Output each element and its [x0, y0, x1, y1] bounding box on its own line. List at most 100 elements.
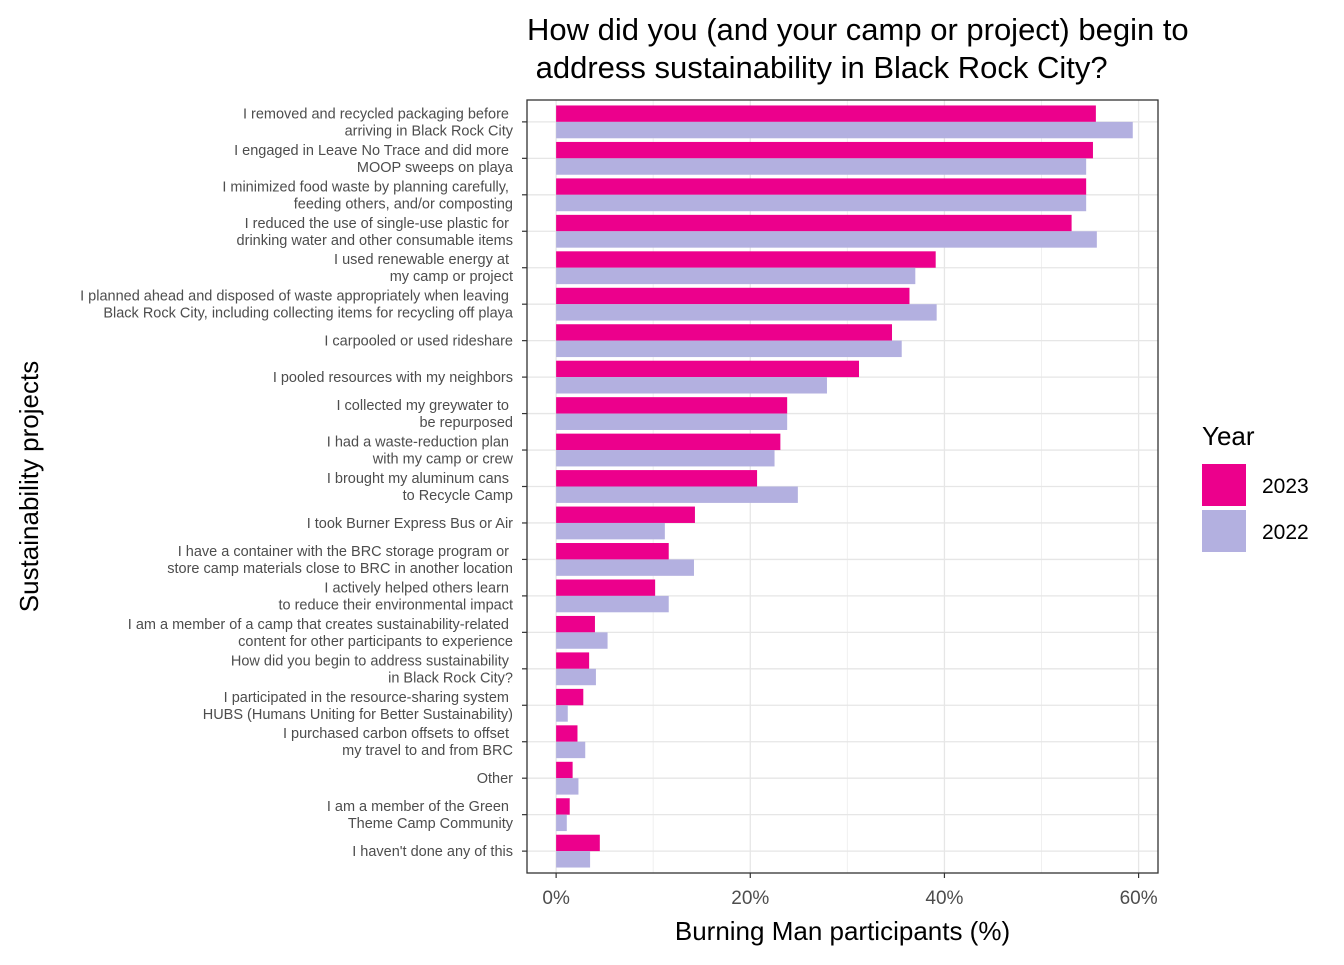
chart-title-line: address sustainability in Black Rock Cit…	[527, 50, 1108, 85]
y-tick-label-line: MOOP sweeps on playa	[357, 160, 514, 176]
y-tick-label: I actively helped others learn to reduce…	[278, 580, 513, 613]
bar-2022	[556, 741, 586, 759]
y-tick-label-line: Black Rock City, including collecting it…	[103, 306, 514, 322]
x-axis-title: Burning Man participants (%)	[675, 916, 1010, 946]
bar-2023	[556, 688, 584, 706]
y-tick-label-line: my camp or project	[390, 269, 513, 285]
y-tick-label-line: feeding others, and/or composting	[294, 196, 513, 212]
bar-2023	[556, 360, 860, 378]
y-axis-title: Sustainability projects	[14, 361, 44, 612]
y-tick-label: I removed and recycled packaging before …	[243, 106, 514, 139]
y-tick-label-line: I participated in the resource-sharing s…	[224, 690, 513, 706]
y-tick-label-line: I carpooled or used rideshare	[324, 334, 513, 350]
y-tick-label: I brought my aluminum cans to Recycle Ca…	[327, 471, 513, 504]
y-tick-label-line: I reduced the use of single-use plastic …	[245, 216, 513, 232]
bar-2023	[556, 397, 788, 414]
bar-2023	[556, 798, 570, 815]
y-tick-label: I have a container with the BRC storage …	[167, 544, 513, 577]
bar-2023	[556, 214, 1072, 232]
bar-2022	[556, 595, 669, 613]
y-tick-label-line: I took Burner Express Bus or Air	[307, 516, 513, 532]
bar-2023	[556, 506, 695, 523]
y-tick-label-line: be repurposed	[419, 415, 513, 431]
y-tick-label-line: arriving in Black Rock City	[345, 123, 514, 139]
y-tick-label-line: store camp materials close to BRC in ano…	[167, 561, 513, 577]
y-tick-label-line: I planned ahead and disposed of waste ap…	[80, 289, 513, 305]
x-tick-label: 40%	[925, 888, 963, 909]
y-tick-label-line: I used renewable energy at	[334, 252, 513, 268]
y-tick-label-line: I actively helped others learn	[324, 580, 513, 596]
bar-2023	[556, 543, 669, 560]
y-tick-label: I minimized food waste by planning caref…	[222, 179, 513, 212]
y-tick-label: I used renewable energy at my camp or pr…	[334, 252, 513, 285]
bar-2023	[556, 433, 781, 451]
bar-2022	[556, 522, 665, 540]
x-tick-label: 0%	[542, 888, 570, 909]
bar-2022	[556, 632, 608, 649]
bar-2022	[556, 559, 694, 576]
bar-2022	[556, 450, 775, 467]
bar-2023	[556, 251, 936, 268]
y-tick-label: How did you begin to address sustainabil…	[231, 653, 513, 686]
y-tick-label: I planned ahead and disposed of waste ap…	[80, 289, 514, 322]
y-tick-label-line: I purchased carbon offsets to offset	[283, 726, 513, 742]
y-tick-label-line: with my camp or crew	[372, 452, 514, 468]
y-tick-label-line: I collected my greywater to	[337, 398, 514, 414]
bar-2023	[556, 287, 910, 305]
y-tick-label: I took Burner Express Bus or Air	[307, 516, 513, 532]
bar-2023	[556, 141, 1093, 159]
bar-2022	[556, 486, 798, 503]
bar-2022	[556, 705, 568, 722]
y-tick-label: I pooled resources with my neighbors	[273, 370, 513, 386]
bar-2023	[556, 834, 600, 852]
bar-2022	[556, 851, 591, 868]
legend-key-2022	[1202, 510, 1246, 552]
bar-2023	[556, 615, 595, 633]
y-tick-label: I am a member of a camp that creates sus…	[128, 617, 513, 650]
y-tick-label-line: I am a member of a camp that creates sus…	[128, 617, 513, 633]
y-tick-label-line: Other	[477, 771, 513, 787]
y-tick-label-line: I pooled resources with my neighbors	[273, 370, 513, 386]
bar-2022	[556, 413, 788, 430]
bar-2022	[556, 340, 902, 358]
y-tick-label-line: to reduce their environmental impact	[278, 597, 513, 613]
y-tick-label: I purchased carbon offsets to offset my …	[283, 726, 513, 759]
y-tick-label: I am a member of the Green Theme Camp Co…	[327, 799, 514, 832]
bar-2022	[556, 158, 1087, 175]
legend-key-2023	[1202, 464, 1246, 506]
y-tick-label: I carpooled or used rideshare	[324, 334, 513, 350]
chart-title: How did you (and your camp or project) b…	[527, 12, 1189, 85]
y-tick-label-line: my travel to and from BRC	[342, 743, 513, 759]
y-tick-label: I haven't done any of this	[352, 844, 513, 860]
y-tick-label: I engaged in Leave No Trace and did more…	[234, 143, 514, 176]
bar-2023	[556, 652, 590, 669]
y-tick-label-line: I have a container with the BRC storage …	[178, 544, 513, 560]
bar-2023	[556, 324, 893, 341]
bar-2023	[556, 470, 758, 487]
bar-2022	[556, 377, 827, 394]
y-tick-label: Other	[477, 771, 513, 787]
y-tick-label: I reduced the use of single-use plastic …	[237, 216, 513, 249]
bar-2023	[556, 761, 573, 779]
y-tick-label-line: I haven't done any of this	[352, 844, 513, 860]
bar-2023	[556, 178, 1087, 195]
bar-2023	[556, 725, 578, 742]
bar-2022	[556, 304, 937, 321]
bar-2022	[556, 814, 567, 832]
x-tick-label: 60%	[1120, 888, 1158, 909]
bar-2022	[556, 231, 1097, 248]
y-tick-label-line: drinking water and other consumable item…	[237, 233, 513, 249]
bar-2022	[556, 121, 1133, 139]
y-tick-label: I participated in the resource-sharing s…	[203, 690, 513, 723]
bar-2022	[556, 668, 596, 686]
y-tick-label-line: content for other participants to experi…	[238, 634, 513, 650]
legend-title: Year	[1202, 421, 1255, 451]
bar-2022	[556, 194, 1087, 212]
bar-2023	[556, 105, 1096, 122]
bar-2022	[556, 267, 916, 285]
bar-2022	[556, 778, 579, 795]
y-tick-label-line: in Black Rock City?	[388, 670, 513, 686]
bar-2023	[556, 579, 656, 596]
